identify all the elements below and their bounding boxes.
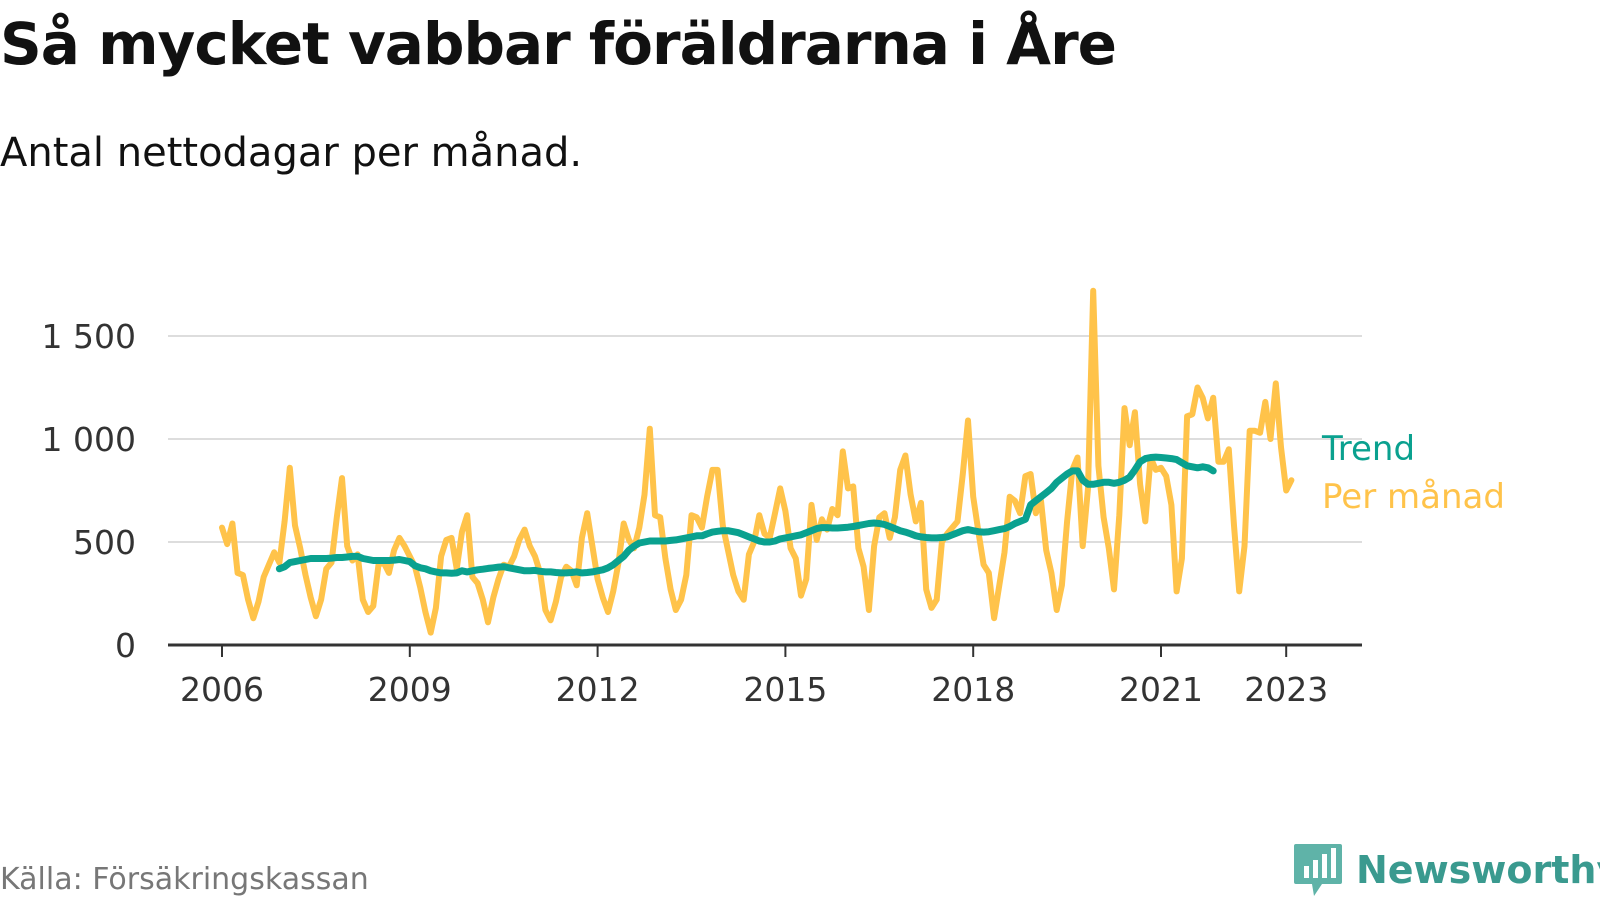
y-tick-label: 1 000 [42,420,136,459]
source-note: Källa: Försäkringskassan [0,862,369,897]
y-tick-label: 500 [73,523,136,562]
newsworthy-brand[interactable]: Newsworthy [1292,842,1600,898]
chart-title: Så mycket vabbar föräldrarna i Åre [0,10,1117,78]
x-tick-label: 2023 [1244,670,1328,709]
x-tick-label: 2012 [556,670,640,709]
legend-per-manad-label: Per månad [1322,477,1505,517]
x-tick-label: 2015 [743,670,827,709]
y-axis-tick-labels: 0 500 1 000 1 500 [42,317,136,665]
chart-subtitle: Antal nettodagar per månad. [0,130,583,176]
x-tick-label: 2009 [368,670,452,709]
newsworthy-logo-icon [1294,844,1342,896]
chart-series [219,287,1295,636]
series-line-per-manad [219,287,1295,636]
legend-trend-label: Trend [1321,429,1415,469]
x-tick-label: 2018 [931,670,1015,709]
y-tick-label: 0 [115,626,136,665]
x-tick-label: 2006 [180,670,264,709]
x-axis: 2006 2009 2012 2015 2018 2021 2023 [168,643,1362,709]
y-tick-label: 1 500 [42,317,136,356]
brand-name: Newsworthy [1356,848,1600,892]
series-line-trend [275,453,1217,577]
x-tick-label: 2021 [1119,670,1203,709]
